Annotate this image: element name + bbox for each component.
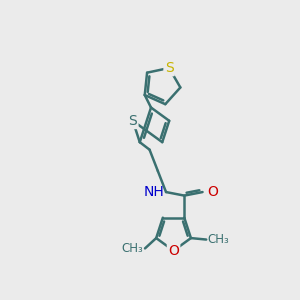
Text: O: O [168,244,179,258]
Text: S: S [128,114,137,128]
Text: NH: NH [144,185,165,199]
Text: CH₃: CH₃ [122,242,143,255]
Text: CH₃: CH₃ [208,233,230,246]
Text: S: S [165,61,173,75]
Text: O: O [207,185,218,199]
